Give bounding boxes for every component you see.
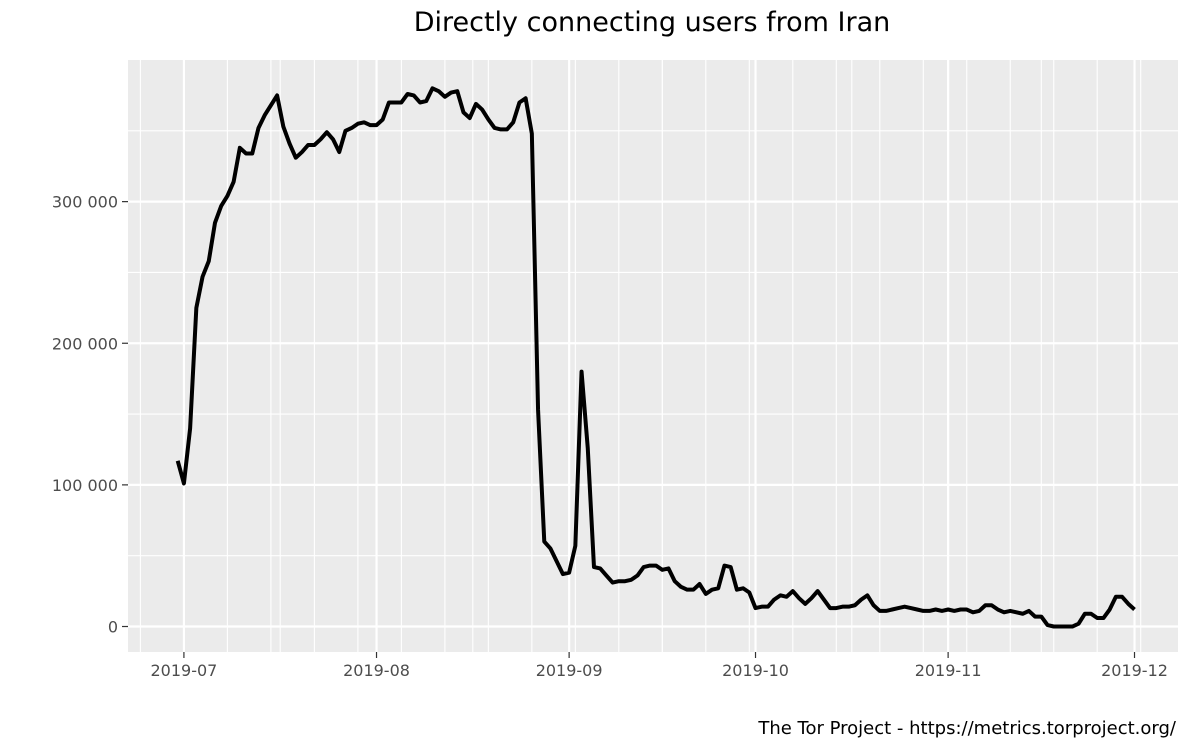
y-tick-label: 100 000 <box>52 476 118 495</box>
grid-minor-lines <box>128 60 1178 652</box>
x-tick-label: 2019-12 <box>1101 661 1168 680</box>
plot-panel <box>128 60 1178 652</box>
series-layer <box>175 86 1136 629</box>
grid-major-lines <box>128 60 1178 652</box>
y-tick-label: 300 000 <box>52 193 118 212</box>
y-tick-label: 0 <box>108 618 118 637</box>
x-axis: 2019-07 2019-08 2019-09 2019-10 2019-11 2019-… <box>150 652 1168 680</box>
y-tick-label: 200 000 <box>52 334 118 353</box>
chart-title: Directly connecting users from Iran <box>414 7 891 38</box>
x-tick-label: 2019-10 <box>722 661 789 680</box>
y-axis: 0 100 000 200 000 300 000 <box>52 193 128 637</box>
x-tick-label: 2019-07 <box>150 661 217 680</box>
x-tick-label: 2019-11 <box>915 661 982 680</box>
x-tick-label: 2019-08 <box>343 661 410 680</box>
chart-caption: The Tor Project - https://metrics.torpro… <box>757 718 1177 739</box>
x-tick-label: 2019-09 <box>536 661 603 680</box>
series-line <box>175 86 1136 629</box>
